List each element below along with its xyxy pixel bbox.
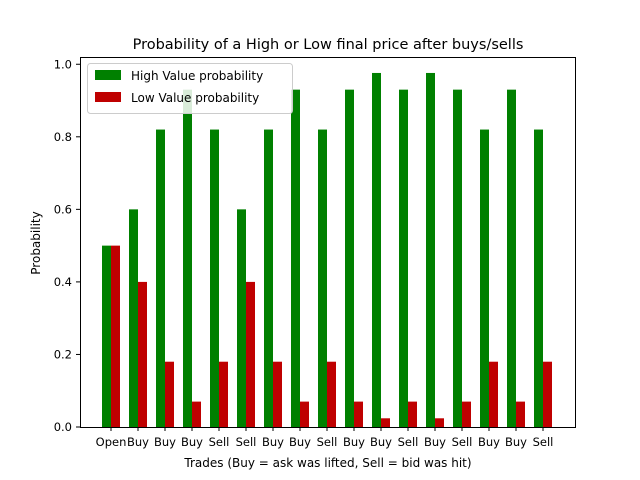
x-tick-label-14: Buy <box>478 435 500 449</box>
x-tick-label-12: Buy <box>424 435 446 449</box>
high-bar-2 <box>156 129 165 428</box>
legend-label-low: Low Value probability <box>131 91 259 105</box>
high-bar-6 <box>264 129 273 428</box>
low-bar-0 <box>111 245 120 427</box>
high-bar-4 <box>210 129 219 428</box>
y-ticks-group: 0.0 0.2 0.4 0.6 0.8 1.0 <box>54 57 80 434</box>
y-axis-label: Probability <box>29 211 43 274</box>
low-bar-4 <box>219 361 228 427</box>
high-bar-9 <box>345 89 354 427</box>
low-bar-16 <box>543 361 552 427</box>
legend-frame <box>87 63 293 114</box>
y-tick-label-0: 0.0 <box>54 420 72 434</box>
low-bar-2 <box>165 361 174 427</box>
legend-label-high: High Value probability <box>131 69 263 83</box>
x-tick-label-9: Buy <box>343 435 365 449</box>
low-bar-10 <box>381 418 390 427</box>
high-bar-15 <box>507 89 516 427</box>
low-bar-12 <box>435 418 444 427</box>
y-tick-label-1: 0.2 <box>54 347 72 361</box>
low-bar-1 <box>138 281 147 427</box>
high-bar-13 <box>453 89 462 427</box>
x-tick-label-3: Buy <box>181 435 203 449</box>
low-bar-9 <box>354 401 363 427</box>
high-bar-7 <box>291 89 300 427</box>
x-tick-label-2: Buy <box>154 435 176 449</box>
x-tick-label-16: Sell <box>533 435 554 449</box>
legend-swatch-low <box>95 92 121 102</box>
x-tick-label-0: Open <box>96 435 127 449</box>
high-bar-16 <box>534 129 543 428</box>
low-bar-7 <box>300 401 309 427</box>
low-bar-14 <box>489 361 498 427</box>
y-tick-label-5: 1.0 <box>54 57 72 71</box>
high-bar-12 <box>426 72 435 427</box>
legend: High Value probability Low Value probabi… <box>87 63 293 114</box>
x-tick-label-13: Sell <box>452 435 473 449</box>
low-bar-11 <box>408 401 417 427</box>
plot-frame <box>80 57 576 428</box>
x-axis-label: Trades (Buy = ask was lifted, Sell = bid… <box>183 456 471 470</box>
x-ticks-group: Open Buy Buy Buy Sell Sell Buy Buy Sell Buy Buy Sel… <box>96 427 554 449</box>
x-tick-label-8: Sell <box>317 435 338 449</box>
legend-swatch-high <box>95 70 121 80</box>
x-tick-label-10: Buy <box>370 435 392 449</box>
chart-title: Probability of a High or Low final price… <box>133 37 524 53</box>
bars-group <box>102 72 552 428</box>
low-bar-13 <box>462 401 471 427</box>
low-bar-15 <box>516 401 525 427</box>
y-tick-label-3: 0.6 <box>54 202 72 216</box>
high-bar-14 <box>480 129 489 428</box>
high-bar-0 <box>102 245 111 427</box>
x-tick-label-7: Buy <box>289 435 311 449</box>
x-tick-label-5: Sell <box>236 435 257 449</box>
high-bar-3 <box>183 89 192 427</box>
low-bar-8 <box>327 361 336 427</box>
x-tick-label-6: Buy <box>262 435 284 449</box>
high-bar-11 <box>399 89 408 427</box>
high-bar-5 <box>237 209 246 427</box>
y-tick-label-2: 0.4 <box>54 275 72 289</box>
low-bar-3 <box>192 401 201 427</box>
x-tick-label-11: Sell <box>398 435 419 449</box>
x-tick-label-4: Sell <box>209 435 230 449</box>
low-bar-6 <box>273 361 282 427</box>
high-bar-1 <box>129 209 138 427</box>
y-tick-label-4: 0.8 <box>54 130 72 144</box>
low-bar-5 <box>246 281 255 427</box>
x-tick-label-1: Buy <box>127 435 149 449</box>
x-tick-label-15: Buy <box>505 435 527 449</box>
high-bar-10 <box>372 72 381 427</box>
high-bar-8 <box>318 129 327 428</box>
